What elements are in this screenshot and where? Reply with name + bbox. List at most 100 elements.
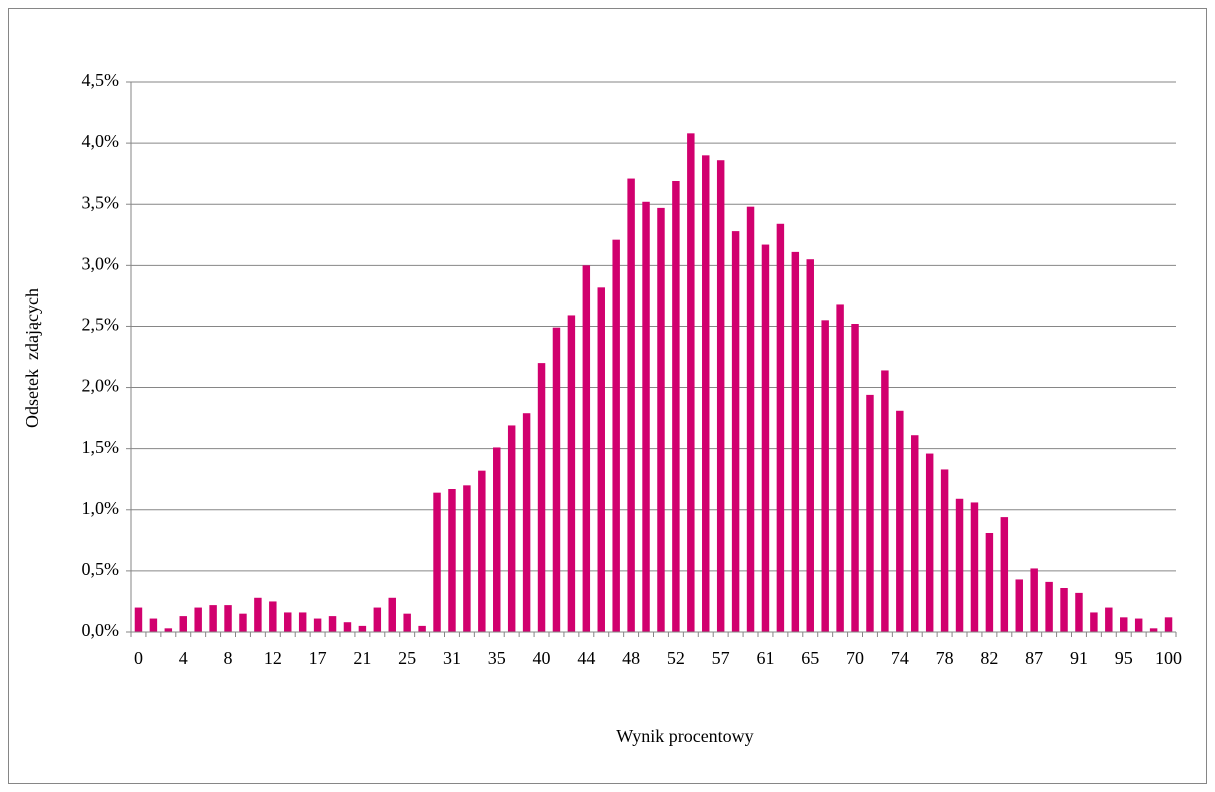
y-tick-label: 3,5%: [82, 192, 120, 212]
x-tick-label: 82: [980, 648, 998, 668]
y-tick-label: 1,5%: [82, 437, 120, 457]
bar: [911, 435, 919, 632]
bar: [313, 618, 322, 632]
x-tick-label: 25: [398, 648, 416, 668]
bar: [224, 605, 232, 632]
bar: [1090, 612, 1098, 632]
y-tick-label: 2,0%: [82, 376, 120, 396]
bar: [1000, 517, 1009, 632]
bar: [687, 133, 695, 633]
y-tick-label: 2,5%: [82, 315, 120, 335]
bar: [164, 628, 173, 632]
bar: [866, 394, 874, 632]
bar: [463, 485, 471, 632]
bar: [746, 206, 755, 632]
bar: [955, 498, 964, 632]
bar: [239, 613, 247, 632]
bar: [567, 315, 576, 632]
bar: [179, 616, 187, 632]
bar: [1164, 617, 1173, 632]
x-tick-label: 4: [179, 648, 188, 668]
bar: [836, 304, 844, 632]
x-tick-label: 8: [224, 648, 233, 668]
bar: [448, 489, 456, 632]
bar: [612, 239, 620, 632]
x-tick-label: 31: [443, 648, 461, 668]
x-axis-label: Wynik procentowy: [616, 726, 753, 746]
bar: [985, 533, 994, 632]
bar: [702, 155, 710, 633]
x-tick-label: 21: [353, 648, 371, 668]
x-tick-label: 65: [801, 648, 819, 668]
bar: [1134, 618, 1143, 632]
bar: [254, 597, 262, 632]
x-tick-label: 12: [264, 648, 282, 668]
bar: [328, 616, 337, 632]
bar: [806, 259, 814, 632]
bar: [1015, 579, 1023, 632]
x-tick-label: 95: [1115, 648, 1133, 668]
bar: [642, 201, 650, 632]
bar: [149, 618, 158, 632]
bar: [925, 453, 934, 632]
bar: [597, 287, 605, 632]
bar: [284, 612, 292, 632]
x-tick-label: 74: [891, 648, 909, 668]
bar: [358, 625, 367, 632]
bar: [522, 413, 531, 632]
x-tick-label: 0: [134, 648, 143, 668]
x-tick-label: 57: [712, 648, 730, 668]
bar: [940, 469, 949, 632]
bar: [1045, 581, 1053, 632]
x-tick-label: 87: [1025, 648, 1043, 668]
bar: [896, 410, 904, 632]
bar: [776, 223, 785, 632]
bar: [731, 231, 740, 632]
bar: [761, 244, 770, 633]
x-tick-label: 78: [936, 648, 954, 668]
bar: [1060, 588, 1068, 632]
bar: [343, 622, 352, 632]
bar: [418, 625, 426, 632]
y-tick-label: 4,5%: [82, 70, 120, 90]
y-tick-label: 3,0%: [82, 253, 120, 273]
bar: [269, 601, 277, 632]
bar: [881, 370, 889, 632]
bar: [552, 327, 561, 632]
bar: [582, 265, 591, 632]
bar: [791, 251, 800, 632]
bar: [1105, 607, 1113, 632]
bar: [209, 605, 217, 632]
bar: [1120, 617, 1128, 632]
y-tick-label: 0,0%: [82, 620, 120, 640]
bar: [507, 425, 516, 632]
bar: [298, 612, 307, 632]
y-axis-label: Odsetek zdających: [22, 288, 42, 428]
x-tick-label: 40: [533, 648, 551, 668]
x-tick-label: 70: [846, 648, 864, 668]
y-tick-label: 1,0%: [82, 498, 120, 518]
bar: [851, 324, 859, 632]
bar: [373, 607, 382, 632]
x-tick-label: 100: [1155, 648, 1182, 668]
bar: [478, 470, 486, 632]
bar: [433, 492, 441, 632]
bar: [403, 613, 411, 632]
bar: [657, 207, 665, 632]
bar: [134, 607, 143, 632]
bar: [194, 607, 202, 632]
bar: [493, 447, 501, 632]
bar: [672, 181, 680, 632]
bar: [716, 160, 725, 632]
bar: [821, 320, 829, 632]
y-tick-label: 0,5%: [82, 559, 120, 579]
bar: [1075, 592, 1083, 632]
bar: [1030, 568, 1038, 632]
bar: [1149, 628, 1158, 632]
x-tick-label: 91: [1070, 648, 1088, 668]
bar: [627, 178, 635, 633]
x-tick-label: 35: [488, 648, 506, 668]
x-tick-label: 44: [577, 648, 595, 668]
